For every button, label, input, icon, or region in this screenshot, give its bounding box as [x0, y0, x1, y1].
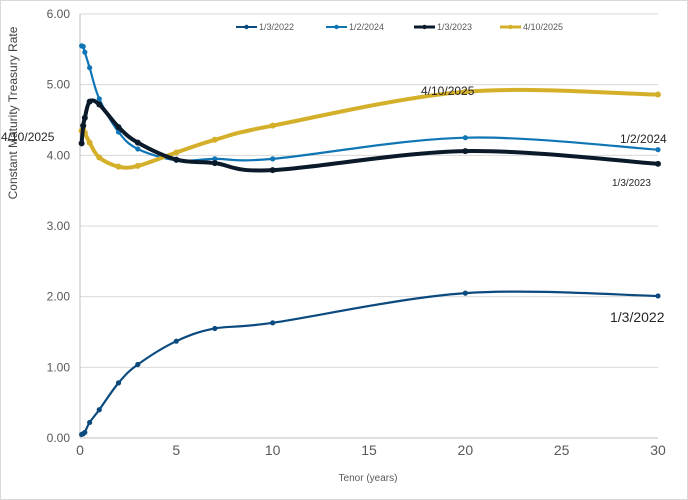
data-label: 1/3/2023 [612, 178, 651, 189]
y-tick-label: 0.00 [47, 431, 71, 445]
data-point [80, 43, 86, 50]
data-point [96, 407, 102, 413]
data-point [462, 135, 468, 141]
data-point [269, 167, 276, 174]
data-point [80, 122, 87, 129]
legend-label: 1/3/2023 [437, 22, 472, 32]
series-1-3-2022 [79, 290, 661, 438]
data-point [270, 320, 276, 326]
data-point [655, 91, 661, 98]
data-point [173, 156, 180, 163]
series-line [81, 290, 659, 436]
y-tick-label: 4.00 [47, 148, 71, 162]
data-point [211, 136, 218, 143]
legend-item: 1/3/2022 [236, 22, 294, 32]
data-point [115, 124, 122, 131]
data-label: 1/2/2024 [620, 132, 667, 146]
legend-marker [244, 24, 249, 30]
legend-item: 1/3/2023 [414, 22, 472, 32]
data-point [96, 101, 103, 108]
data-point [270, 156, 276, 162]
legend-label: 1/3/2022 [259, 22, 294, 32]
data-label: 4/10/2025 [421, 84, 475, 98]
x-tick-label: 0 [76, 442, 84, 458]
legend-label: 1/2/2024 [349, 22, 384, 32]
legend-item: 4/10/2025 [500, 22, 563, 32]
data-point [78, 140, 85, 147]
data-point [81, 114, 88, 121]
data-point [462, 148, 469, 155]
data-point [212, 156, 218, 162]
data-point [134, 139, 141, 146]
y-tick-label: 1.00 [47, 360, 71, 374]
y-tick-label: 3.00 [47, 219, 71, 233]
data-point [655, 293, 661, 299]
y-tick-label: 6.00 [47, 7, 71, 21]
data-point [134, 162, 141, 169]
x-tick-label: 15 [361, 442, 377, 458]
data-point [212, 325, 218, 332]
legend-item: 1/2/2024 [326, 22, 384, 32]
x-tick-label: 5 [172, 442, 180, 458]
data-point [115, 380, 122, 386]
data-label: 4/10/2025 [1, 130, 55, 144]
data-point [87, 419, 93, 426]
data-point [96, 96, 102, 102]
data-point [87, 65, 93, 71]
data-point [173, 149, 180, 156]
x-axis-label: Tenor (years) [339, 473, 398, 484]
data-point [655, 147, 661, 153]
x-tick-label: 30 [650, 442, 666, 458]
data-point [86, 139, 93, 146]
series-line [81, 44, 659, 162]
data-point [211, 160, 218, 167]
y-tick-label: 5.00 [47, 78, 71, 92]
data-point [135, 361, 141, 368]
legend-marker [334, 24, 339, 30]
series-1-2-2024 [79, 43, 661, 163]
legend-marker [422, 24, 427, 30]
data-point [135, 146, 141, 152]
data-point [173, 338, 179, 344]
y-tick-label: 2.00 [47, 290, 71, 304]
x-tick-label: 25 [554, 442, 570, 458]
x-tick-label: 10 [265, 442, 281, 458]
data-label: 1/3/2022 [610, 309, 665, 325]
data-point [462, 88, 469, 95]
y-axis-label: Constant Maturity Treasury Rate [6, 26, 20, 199]
data-point [269, 122, 276, 129]
data-point [86, 98, 93, 105]
data-point [462, 290, 468, 296]
data-point [82, 49, 88, 55]
series-1-3-2023 [78, 98, 661, 174]
legend-label: 4/10/2025 [523, 22, 563, 32]
legend-marker [508, 24, 513, 30]
data-point [82, 429, 88, 435]
x-tick-label: 20 [458, 442, 474, 458]
data-point [115, 163, 122, 170]
data-point [96, 154, 103, 161]
data-point [655, 160, 661, 167]
